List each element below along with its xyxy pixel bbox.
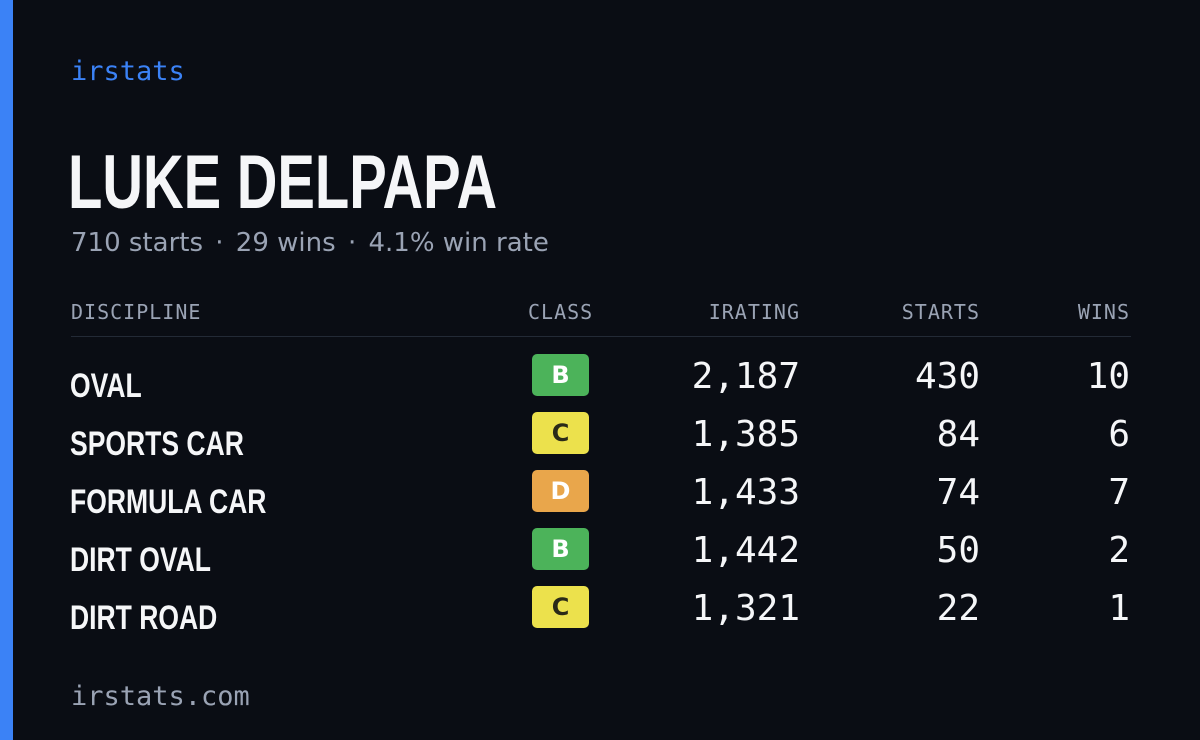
class-badge: B (532, 528, 589, 570)
driver-name: LUKE DELPAPA (68, 140, 498, 225)
summary-separator: · (215, 228, 224, 258)
starts-value: 84 (936, 414, 980, 455)
starts-value: 50 (936, 530, 980, 571)
header-discipline: DISCIPLINE (71, 300, 202, 324)
wins-value: 6 (1108, 414, 1130, 455)
wins-value: 1 (1108, 588, 1130, 629)
table-row: SPORTS CAR C 1,385 84 6 (0, 412, 1200, 470)
class-badge: C (532, 412, 589, 454)
irating-value: 1,385 (691, 414, 800, 455)
class-badge: B (532, 354, 589, 396)
discipline-label: DIRT OVAL (70, 541, 211, 579)
discipline-label: FORMULA CAR (70, 483, 267, 521)
discipline-label: DIRT ROAD (70, 599, 218, 637)
summary-starts: 710 starts (71, 228, 203, 258)
summary-wins: 29 wins (235, 228, 336, 258)
class-badge: D (532, 470, 589, 512)
wins-value: 2 (1108, 530, 1130, 571)
header-starts: STARTS (901, 300, 980, 324)
driver-summary: 710 starts · 29 wins · 4.1% win rate (71, 228, 549, 258)
class-badge: C (532, 586, 589, 628)
brand-logo[interactable]: irstats (71, 56, 185, 87)
table-row: DIRT OVAL B 1,442 50 2 (0, 528, 1200, 586)
wins-value: 7 (1108, 472, 1130, 513)
starts-value: 430 (914, 356, 980, 397)
footer-url[interactable]: irstats.com (71, 681, 250, 712)
discipline-label: OVAL (70, 367, 142, 405)
accent-bar (0, 0, 13, 740)
irating-value: 1,442 (691, 530, 800, 571)
irating-value: 1,433 (691, 472, 800, 513)
summary-win-rate: 4.1% win rate (368, 228, 549, 258)
header-wins: WINS (1077, 300, 1130, 324)
irating-value: 2,187 (691, 356, 800, 397)
starts-value: 74 (936, 472, 980, 513)
summary-separator: · (347, 228, 357, 258)
header-irating: IRATING (708, 300, 800, 324)
header-divider (71, 336, 1131, 337)
irating-value: 1,321 (691, 588, 800, 629)
discipline-label: SPORTS CAR (70, 425, 244, 463)
table-row: FORMULA CAR D 1,433 74 7 (0, 470, 1200, 528)
table-row: OVAL B 2,187 430 10 (0, 354, 1200, 412)
starts-value: 22 (936, 588, 980, 629)
wins-value: 10 (1086, 356, 1130, 397)
table-row: DIRT ROAD C 1,321 22 1 (0, 586, 1200, 644)
header-class: CLASS (528, 300, 594, 324)
